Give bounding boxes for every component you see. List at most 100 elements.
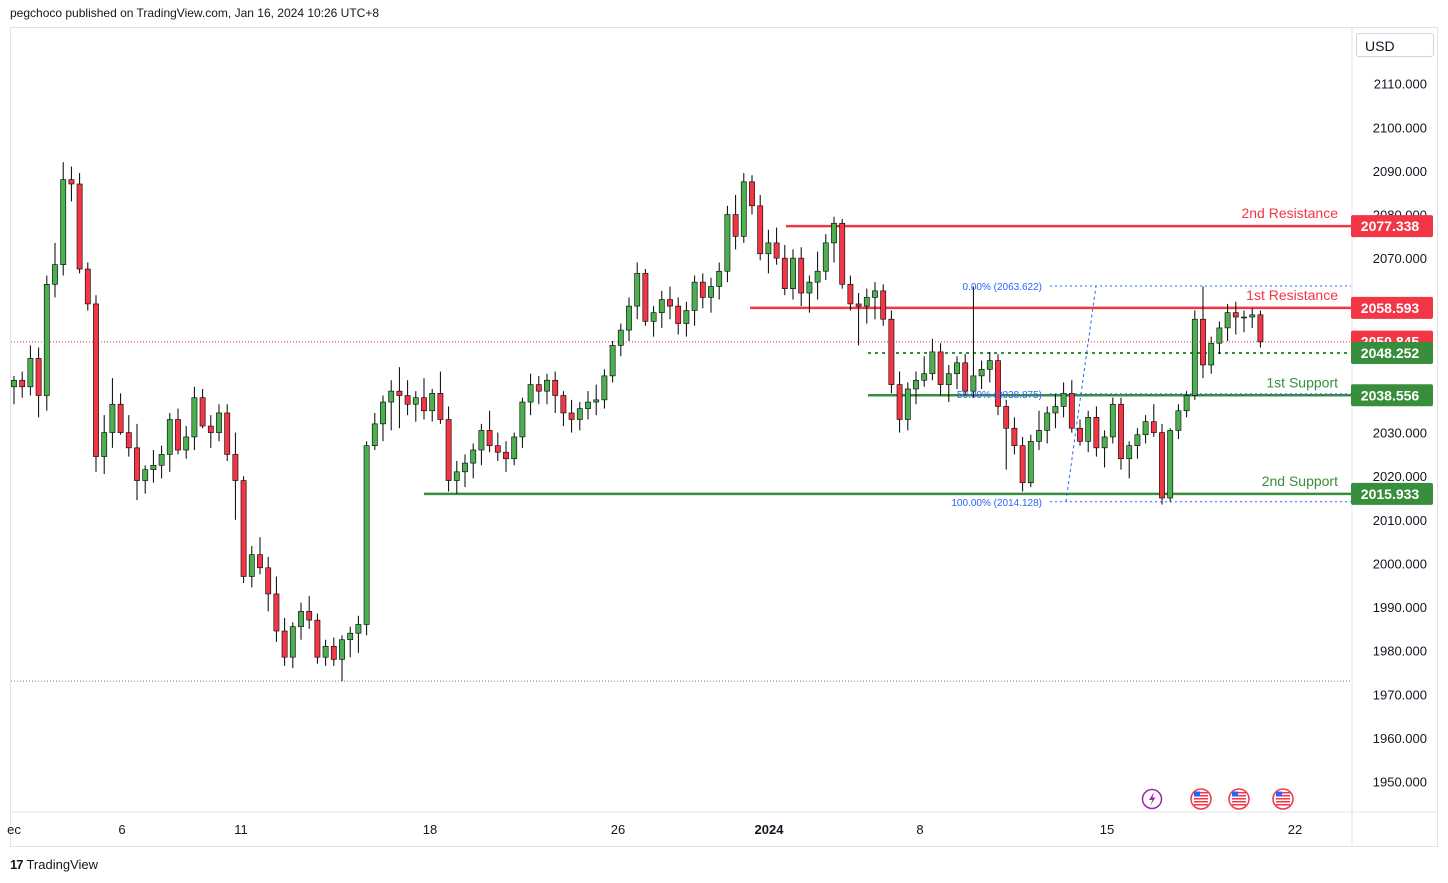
- candle-body: [831, 222, 837, 244]
- fib-trend-line: [1065, 285, 1097, 502]
- candle-body: [1068, 393, 1075, 429]
- us-flag-icon-stripe: [1232, 792, 1246, 794]
- candle-body: [921, 373, 928, 381]
- x-axis: ec 6 11 18 26 2024 8 15 22: [7, 822, 1302, 837]
- lightning-icon[interactable]: [1141, 788, 1163, 810]
- y-tick-label: 2090.000: [1373, 164, 1427, 179]
- candle-body: [150, 464, 157, 470]
- candle-body: [1167, 430, 1174, 499]
- candle-body: [1077, 427, 1083, 442]
- candle-body: [1208, 342, 1215, 366]
- candle-body: [232, 454, 239, 481]
- level-price-tag-bg: [1351, 482, 1433, 505]
- candle-body: [166, 419, 173, 455]
- candle-body: [68, 179, 75, 185]
- level-lines: 2nd Resistance 1st Resistance 1st Support 2…: [424, 205, 1351, 496]
- candle-body: [175, 419, 181, 451]
- level-price-tag-text: 2015.933: [1361, 486, 1420, 502]
- x-tick-label: 6: [118, 822, 125, 837]
- candle-body: [609, 345, 616, 377]
- candle-body: [749, 181, 755, 207]
- candle-body: [601, 375, 608, 401]
- lightning-icon-bolt: [1149, 792, 1156, 806]
- candle-body: [1101, 436, 1108, 449]
- candle-body: [757, 205, 764, 255]
- candle-body: [740, 181, 747, 237]
- candle-body: [929, 351, 936, 375]
- candle-body: [494, 445, 501, 453]
- candle-body: [1159, 432, 1165, 499]
- publish-info: pegchoco published on TradingView.com, J…: [10, 6, 380, 20]
- currency-selector[interactable]: USD: [1356, 33, 1434, 57]
- level-price-tag-text: 2038.556: [1361, 387, 1420, 403]
- candle-body: [273, 593, 280, 632]
- candle-body: [937, 351, 944, 385]
- candle-body: [781, 257, 788, 289]
- candle-body: [896, 384, 903, 420]
- reference-lines: [11, 341, 1351, 682]
- candle-body: [486, 430, 493, 446]
- us-flag-icon[interactable]: [1228, 788, 1250, 810]
- candle-body: [142, 469, 149, 481]
- candle-body: [191, 397, 198, 438]
- candle-body: [552, 379, 559, 396]
- us-flag-icon-stripe: [1232, 804, 1246, 806]
- level-label: 1st Support: [1266, 374, 1338, 390]
- candle-body: [298, 611, 304, 627]
- candle-body: [790, 257, 796, 289]
- candle-body: [634, 273, 641, 307]
- tradingview-logo: 17: [10, 857, 24, 872]
- x-tick-label: 18: [423, 822, 437, 837]
- tradingview-brand[interactable]: 17 TradingView: [10, 857, 98, 872]
- candle-body: [970, 375, 977, 392]
- candle-body: [732, 214, 739, 237]
- candle-body: [1093, 417, 1100, 449]
- us-flag-icon[interactable]: [1190, 788, 1212, 810]
- level-price-tag-bg: [1351, 296, 1433, 319]
- us-flag-icon-stripe: [1232, 798, 1246, 800]
- candle-body: [404, 395, 411, 405]
- candle-body: [1175, 410, 1182, 431]
- candle-body: [470, 449, 477, 464]
- candle-body: [388, 390, 395, 403]
- candle-body: [117, 403, 124, 433]
- candle-body: [35, 358, 42, 396]
- y-tick-label: 1980.000: [1373, 644, 1427, 659]
- candle-body: [347, 632, 354, 641]
- candle-body: [445, 419, 452, 481]
- candle-body: [593, 399, 600, 403]
- candle-body: [683, 310, 690, 324]
- candle-body: [872, 290, 878, 298]
- candle-body: [913, 379, 919, 390]
- dotted-support-tag-bg: [1351, 341, 1433, 364]
- candle-body: [76, 183, 83, 270]
- us-flag-icon-stripe: [1194, 804, 1208, 806]
- candle-body: [1142, 421, 1149, 436]
- candle-body: [560, 395, 567, 414]
- candle-body: [1241, 316, 1247, 319]
- candle-body: [535, 384, 542, 392]
- x-tick-label: 26: [611, 822, 625, 837]
- candle-body: [429, 393, 436, 412]
- candle-body: [60, 179, 67, 265]
- candle-body: [814, 270, 821, 283]
- candle-body: [1036, 430, 1042, 442]
- candle-body: [314, 619, 321, 658]
- price-tags: 2077.3382058.5932038.5562015.9332050.845…: [1351, 215, 1433, 505]
- candle-body: [962, 362, 969, 392]
- candle-body: [798, 257, 805, 294]
- us-flag-icon[interactable]: [1272, 788, 1294, 810]
- candle-body: [839, 222, 846, 285]
- candle-body: [1191, 318, 1198, 396]
- y-axis: 1950.000 1960.000 1970.000 1980.000 1990.000…: [10, 27, 1438, 847]
- candle-body: [330, 645, 337, 660]
- us-flag-icon-stripe: [1194, 798, 1208, 800]
- candle-body: [667, 299, 673, 307]
- candle-body: [724, 214, 731, 272]
- level-label: 2nd Support: [1262, 473, 1338, 489]
- level-price-tag-bg: [1351, 384, 1433, 407]
- candle-body: [363, 445, 370, 625]
- y-tick-label: 2020.000: [1373, 469, 1427, 484]
- y-tick-label: 1990.000: [1373, 600, 1427, 615]
